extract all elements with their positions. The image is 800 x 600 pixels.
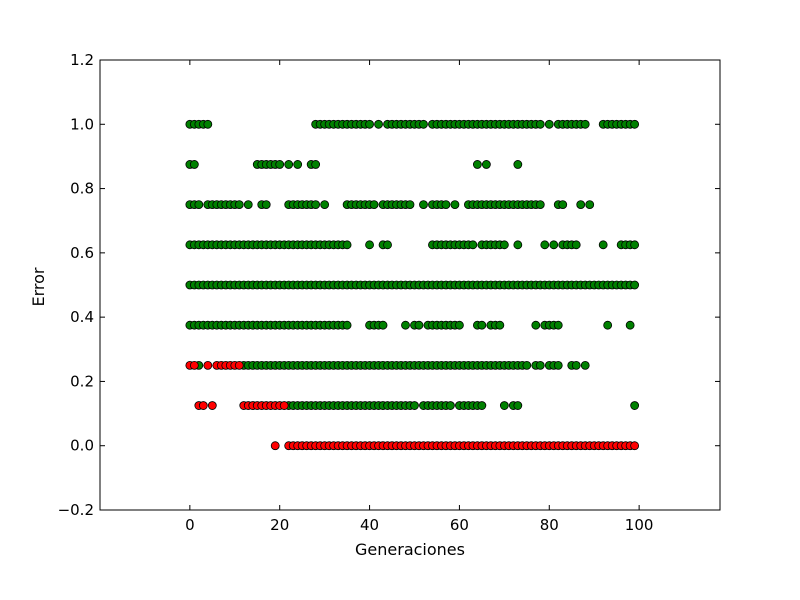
data-point-red	[234, 360, 244, 370]
data-point-green	[585, 200, 595, 210]
y-tick-label: 1.0	[70, 115, 94, 133]
data-points	[185, 119, 640, 451]
data-point-green	[540, 240, 550, 250]
data-point-green	[414, 320, 424, 330]
data-point-green	[625, 320, 635, 330]
data-point-green	[194, 200, 204, 210]
data-point-green	[477, 320, 487, 330]
data-point-green	[553, 320, 563, 330]
data-point-green	[320, 200, 330, 210]
x-tick-label: 20	[270, 516, 289, 534]
y-axis-label: Error	[29, 267, 48, 306]
data-point-red	[207, 401, 217, 410]
data-point-green	[342, 320, 352, 330]
data-point-green	[441, 200, 451, 210]
data-point-green	[189, 160, 199, 169]
data-point-green	[535, 360, 545, 370]
data-point-green	[410, 401, 419, 410]
data-point-green	[450, 200, 460, 210]
data-point-green	[284, 160, 294, 169]
data-point-green	[472, 160, 482, 169]
x-tick-label: 100	[625, 516, 654, 534]
data-point-red	[198, 401, 208, 410]
data-point-green	[275, 160, 285, 169]
data-point-green	[630, 401, 640, 410]
data-point-green	[499, 240, 509, 250]
data-point-green	[477, 401, 487, 410]
y-tick-label: 0.0	[70, 437, 94, 455]
data-point-green	[571, 240, 581, 250]
data-point-red	[270, 441, 280, 451]
data-point-green	[481, 160, 491, 169]
data-point-red	[203, 360, 213, 370]
data-point-green	[378, 320, 388, 330]
data-point-green	[342, 240, 352, 250]
y-tick-label: −0.2	[58, 501, 94, 519]
data-point-green	[544, 119, 554, 129]
data-point-green	[405, 200, 415, 210]
data-point-green	[513, 160, 523, 169]
data-point-green	[513, 240, 523, 250]
data-point-green	[311, 200, 321, 210]
data-point-green	[513, 401, 523, 410]
data-point-green	[630, 280, 640, 290]
data-point-green	[535, 119, 545, 129]
data-point-green	[419, 119, 428, 129]
data-point-green	[580, 360, 590, 370]
data-point-red	[279, 401, 289, 410]
data-point-green	[419, 200, 428, 210]
data-point-green	[203, 119, 213, 129]
data-point-green	[446, 401, 455, 410]
data-point-green	[535, 200, 545, 210]
data-point-green	[603, 320, 613, 330]
data-point-green	[365, 119, 374, 129]
data-point-red	[189, 360, 199, 370]
y-tick-label: 0.8	[70, 180, 94, 198]
data-point-green	[553, 360, 563, 370]
data-point-green	[598, 240, 608, 250]
data-point-green	[630, 240, 640, 250]
data-point-green	[531, 320, 541, 330]
x-tick-label: 40	[360, 516, 379, 534]
data-point-green	[243, 200, 253, 210]
data-point-green	[558, 200, 568, 210]
data-point-green	[630, 119, 640, 129]
data-point-green	[369, 200, 379, 210]
data-point-green	[401, 320, 410, 330]
y-tick-label: 0.6	[70, 244, 94, 262]
data-point-green	[261, 200, 271, 210]
data-point-green	[571, 360, 581, 370]
data-point-green	[374, 119, 383, 129]
data-point-green	[499, 401, 509, 410]
data-point-green	[365, 240, 374, 250]
plot-frame	[99, 59, 721, 511]
data-point-green	[455, 320, 464, 330]
y-tick-label: 0.4	[70, 308, 94, 326]
data-point-green	[293, 160, 303, 169]
y-tick-label: 1.2	[70, 51, 94, 69]
axis-ticks: 0 20 40 60 80 100 −0.2 0.0 0.2 0.4 0.6 0.8 1.0 1.2	[58, 51, 720, 534]
data-point-red	[630, 441, 640, 451]
y-tick-label: 0.2	[70, 372, 94, 390]
data-point-green	[383, 240, 392, 250]
x-tick-label: 0	[185, 516, 195, 534]
data-point-green	[580, 119, 590, 129]
data-point-green	[549, 240, 559, 250]
data-point-green	[234, 200, 244, 210]
x-axis-label: Generaciones	[355, 540, 465, 559]
x-tick-label: 80	[540, 516, 559, 534]
data-point-green	[522, 360, 532, 370]
data-point-green	[576, 200, 586, 210]
data-point-green	[311, 160, 321, 169]
data-point-green	[468, 240, 478, 250]
data-point-green	[495, 320, 505, 330]
x-tick-label: 60	[450, 516, 469, 534]
